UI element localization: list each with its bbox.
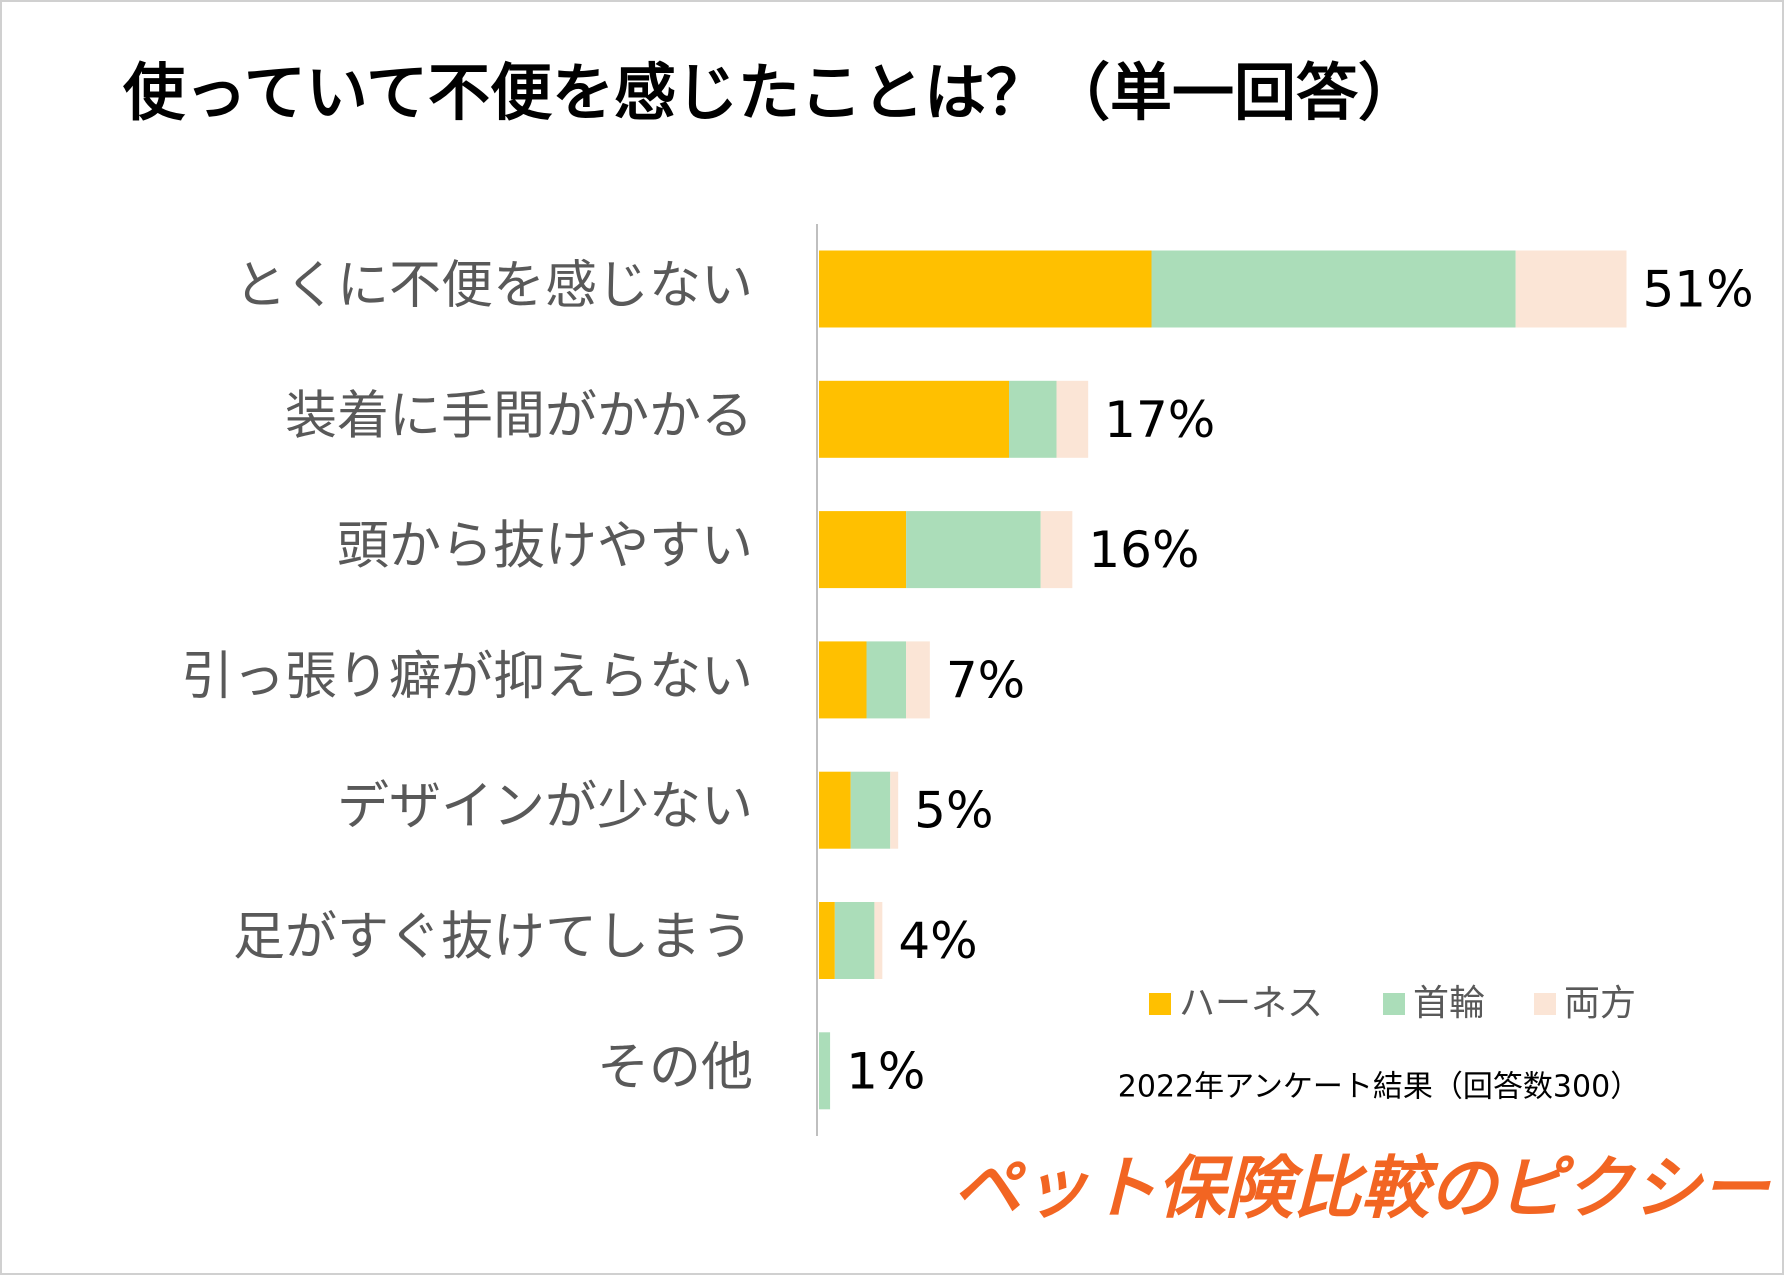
category-label: その他 (597, 1038, 753, 1098)
brand: ペット保険比較のピクシー (953, 1150, 1771, 1229)
category-label: 引っ張り癖が抑えらない (181, 647, 753, 707)
total-label: 51% (1643, 261, 1754, 319)
bar-segment (1056, 380, 1089, 458)
bar-segment (866, 641, 907, 719)
category-label: 装着に手間がかかる (285, 386, 753, 446)
chart-title: 使っていて不便を感じたことは？（単一回答） (123, 56, 1420, 129)
bar-segment (819, 902, 835, 979)
note: 2022年アンケート結果（回答数300） (1118, 1070, 1640, 1105)
bar-segment (874, 902, 883, 979)
bar-segment (1515, 250, 1627, 328)
bar-segment (834, 902, 875, 979)
legend-swatch (1383, 993, 1405, 1015)
bar-segment (890, 771, 899, 849)
bar-segment (1009, 380, 1057, 458)
total-label: 4% (898, 912, 977, 970)
total-label: 7% (946, 651, 1025, 709)
total-label: 5% (914, 782, 993, 840)
legend-swatch (1534, 993, 1556, 1015)
legend-swatch (1149, 993, 1171, 1015)
bar-segment (819, 641, 867, 719)
bar-segment (850, 771, 891, 849)
legend-label: 首輪 (1413, 983, 1485, 1024)
bar-segment (819, 250, 1152, 328)
category-label: 足がすぐ抜けてしまう (233, 908, 753, 968)
bar-segment (819, 771, 851, 849)
bar-segment (906, 641, 930, 719)
total-label: 16% (1088, 521, 1199, 579)
bar-segment (819, 511, 907, 589)
bar-segment (819, 380, 1009, 458)
category-label: デザインが少ない (337, 777, 753, 837)
bar-segment (819, 1032, 831, 1110)
bar-segment (1040, 511, 1073, 589)
bar-segment (1151, 250, 1516, 328)
legend-label: ハーネス (1179, 983, 1323, 1024)
legend-label: 両方 (1564, 983, 1636, 1024)
total-label: 17% (1104, 391, 1215, 449)
bar-segment (906, 511, 1041, 589)
total-label: 1% (846, 1042, 925, 1100)
category-label: とくに不便を感じない (235, 256, 753, 316)
category-label: 頭から抜けやすい (337, 517, 753, 577)
